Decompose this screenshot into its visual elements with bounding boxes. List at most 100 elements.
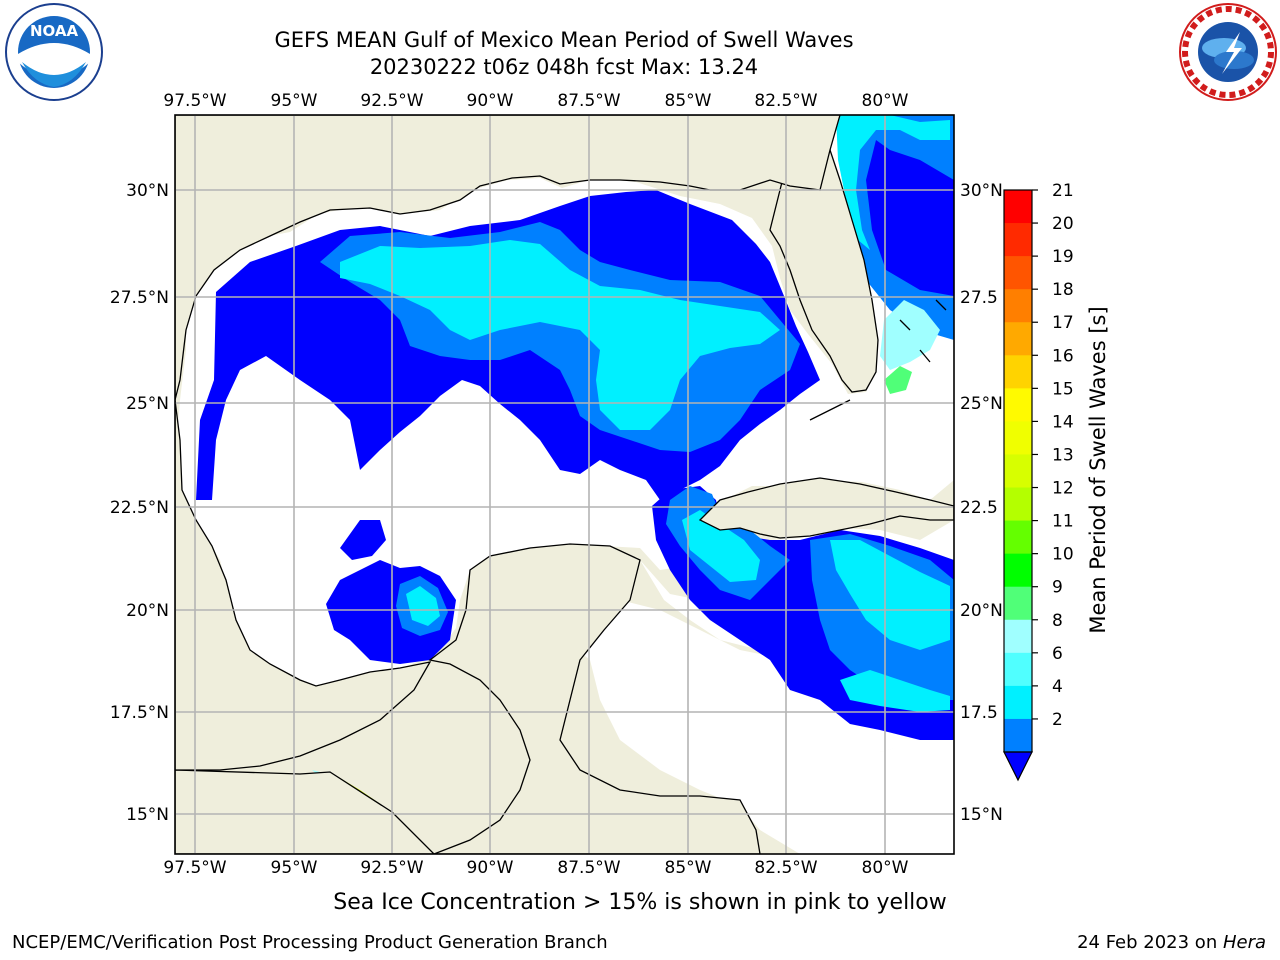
footer-date: 24 Feb 2023 on Hera bbox=[1077, 932, 1266, 953]
colorbar-segment-10 bbox=[1004, 520, 1032, 555]
colorbar-segment-6 bbox=[1004, 388, 1032, 422]
colorbar-tick-label-13: 8 bbox=[1052, 611, 1063, 631]
lon-tick-top-3: 90°W bbox=[467, 91, 514, 111]
swell-region-2s-west-spots bbox=[340, 520, 386, 560]
lon-tick-bottom-3: 90°W bbox=[467, 858, 514, 878]
colorbar-segment-12 bbox=[1004, 586, 1032, 621]
lon-tick-labels-top: 97.5°W 95°W 92.5°W 90°W 87.5°W 85°W 82.5°W 80°W bbox=[163, 91, 908, 111]
lat-tick-left-1: 27.5°N bbox=[110, 288, 169, 308]
colorbar-segment-2 bbox=[1004, 256, 1032, 290]
colorbar-segment-3 bbox=[1004, 289, 1032, 323]
colorbar-tick-label-0: 21 bbox=[1052, 181, 1074, 201]
lon-tick-bottom-6: 82.5°W bbox=[754, 858, 817, 878]
lon-tick-top-1: 95°W bbox=[271, 91, 318, 111]
lat-tick-left-2: 25°N bbox=[126, 394, 169, 414]
lat-tick-left-0: 30°N bbox=[126, 181, 169, 201]
lat-tick-right-6: 15°N bbox=[960, 805, 1003, 825]
colorbar: 21 20 19 18 17 16 15 14 13 12 11 10 9 8 6 4 2 bbox=[1003, 181, 1074, 782]
swell-region-6s-atlantic bbox=[836, 115, 950, 250]
caribbean-south bbox=[566, 600, 954, 854]
land-bahamas bbox=[809, 299, 947, 421]
colorbar-label: Mean Period of Swell Waves [s] bbox=[1086, 306, 1110, 633]
colorbar-extend-triangle bbox=[1003, 751, 1033, 782]
lon-tick-top-5: 85°W bbox=[665, 91, 712, 111]
lat-tick-right-0: 30°N bbox=[960, 181, 1003, 201]
lon-tick-bottom-0: 97.5°W bbox=[163, 858, 226, 878]
lon-tick-bottom-2: 92.5°W bbox=[360, 858, 423, 878]
lat-tick-labels-right: 30°N 27.5 25°N 22.5 20°N 17.5 15°N bbox=[960, 181, 1003, 825]
lon-tick-top-7: 80°W bbox=[862, 91, 909, 111]
swell-region-6s-east bbox=[830, 540, 950, 650]
colorbar-segment-9 bbox=[1004, 487, 1032, 522]
swell-region-6s-north bbox=[340, 240, 780, 430]
noaa-logo-text: NOAA bbox=[30, 22, 79, 40]
lon-tick-bottom-7: 80°W bbox=[862, 858, 909, 878]
colorbar-tick-label-11: 10 bbox=[1052, 545, 1074, 565]
lat-tick-right-1: 27.5 bbox=[960, 288, 998, 308]
map-gridlines bbox=[175, 115, 954, 854]
colorbar-segment-1 bbox=[1004, 223, 1032, 257]
colorbar-tick-label-8: 13 bbox=[1052, 445, 1074, 465]
colorbar-segment-14 bbox=[1004, 652, 1032, 687]
colorbar-segment-15 bbox=[1004, 685, 1032, 720]
colorbar-tick-label-15: 4 bbox=[1052, 677, 1063, 697]
footer-date-text: 24 Feb 2023 on bbox=[1077, 932, 1223, 953]
colorbar-segment-16 bbox=[1004, 718, 1032, 753]
noaa-logo-icon: NOAA bbox=[5, 3, 103, 101]
swell-region-6s-east-lower bbox=[840, 670, 950, 712]
colorbar-tick-label-12: 9 bbox=[1052, 578, 1063, 598]
swell-region-8s-florida bbox=[880, 300, 940, 370]
swell-region-10s-florida bbox=[884, 366, 912, 394]
swell-region-6s-caribbean bbox=[682, 510, 760, 582]
lat-tick-right-2: 25°N bbox=[960, 394, 1003, 414]
colorbar-tick-label-7: 14 bbox=[1052, 412, 1074, 432]
land-mexico-west bbox=[175, 399, 432, 771]
lat-tick-right-5: 17.5 bbox=[960, 703, 998, 723]
footer-machine: Hera bbox=[1222, 932, 1266, 953]
map-area bbox=[175, 115, 954, 854]
colorbar-segment-4 bbox=[1004, 322, 1032, 356]
colorbar-tick-label-14: 6 bbox=[1052, 644, 1063, 664]
lon-tick-bottom-5: 85°W bbox=[665, 858, 712, 878]
swell-region-6s-campeche bbox=[406, 586, 440, 626]
nws-logo-icon bbox=[1179, 3, 1277, 101]
lat-tick-left-6: 15°N bbox=[126, 805, 169, 825]
colorbar-segment-5 bbox=[1004, 355, 1032, 389]
colorbar-segment-13 bbox=[1004, 619, 1032, 654]
colorbar-tick-label-5: 16 bbox=[1052, 346, 1074, 366]
colorbar-tick-label-6: 15 bbox=[1052, 379, 1074, 399]
lat-tick-right-4: 20°N bbox=[960, 601, 1003, 621]
colorbar-frame bbox=[1003, 189, 1033, 753]
lon-tick-top-2: 92.5°W bbox=[360, 91, 423, 111]
chart-title-line2: 20230222 t06z 048h fcst Max: 13.24 bbox=[369, 55, 759, 79]
colorbar-segment-8 bbox=[1004, 454, 1032, 489]
swell-region-2s-atlantic bbox=[848, 115, 954, 330]
lat-tick-right-3: 22.5 bbox=[960, 498, 998, 518]
lon-tick-top-6: 82.5°W bbox=[754, 91, 817, 111]
lon-tick-labels-bottom: 97.5°W 95°W 92.5°W 90°W 87.5°W 85°W 82.5°W 80°W bbox=[163, 858, 908, 878]
land-us-gulf-coast bbox=[175, 115, 841, 401]
colorbar-tick-label-10: 11 bbox=[1052, 512, 1074, 532]
colorbar-tick-label-16: 2 bbox=[1052, 710, 1063, 730]
sea-ice-note: Sea Ice Concentration > 15% is shown in … bbox=[333, 890, 947, 915]
lon-tick-top-0: 97.5°W bbox=[163, 91, 226, 111]
colorbar-tick-label-3: 18 bbox=[1052, 280, 1074, 300]
lat-tick-left-5: 17.5°N bbox=[110, 703, 169, 723]
lon-tick-top-4: 87.5°W bbox=[557, 91, 620, 111]
colorbar-tick-label-4: 17 bbox=[1052, 313, 1074, 333]
lon-tick-bottom-4: 87.5°W bbox=[557, 858, 620, 878]
colorbar-tick-label-2: 19 bbox=[1052, 247, 1074, 267]
map-frame bbox=[174, 114, 955, 855]
colorbar-segment-11 bbox=[1004, 553, 1032, 588]
lon-tick-bottom-1: 95°W bbox=[271, 858, 318, 878]
colorbar-segment-0 bbox=[1004, 190, 1032, 224]
footer-credit: NCEP/EMC/Verification Post Processing Pr… bbox=[12, 932, 608, 953]
land-yucatan bbox=[175, 543, 761, 854]
lat-tick-left-3: 22.5°N bbox=[110, 498, 169, 518]
chart-title-line1: GEFS MEAN Gulf of Mexico Mean Period of … bbox=[274, 28, 854, 52]
colorbar-tick-label-9: 12 bbox=[1052, 479, 1074, 499]
lat-tick-left-4: 20°N bbox=[126, 601, 169, 621]
colorbar-tick-label-1: 20 bbox=[1052, 214, 1074, 234]
lat-tick-labels-left: 30°N 27.5°N 25°N 22.5°N 20°N 17.5°N 15°N bbox=[110, 181, 169, 825]
